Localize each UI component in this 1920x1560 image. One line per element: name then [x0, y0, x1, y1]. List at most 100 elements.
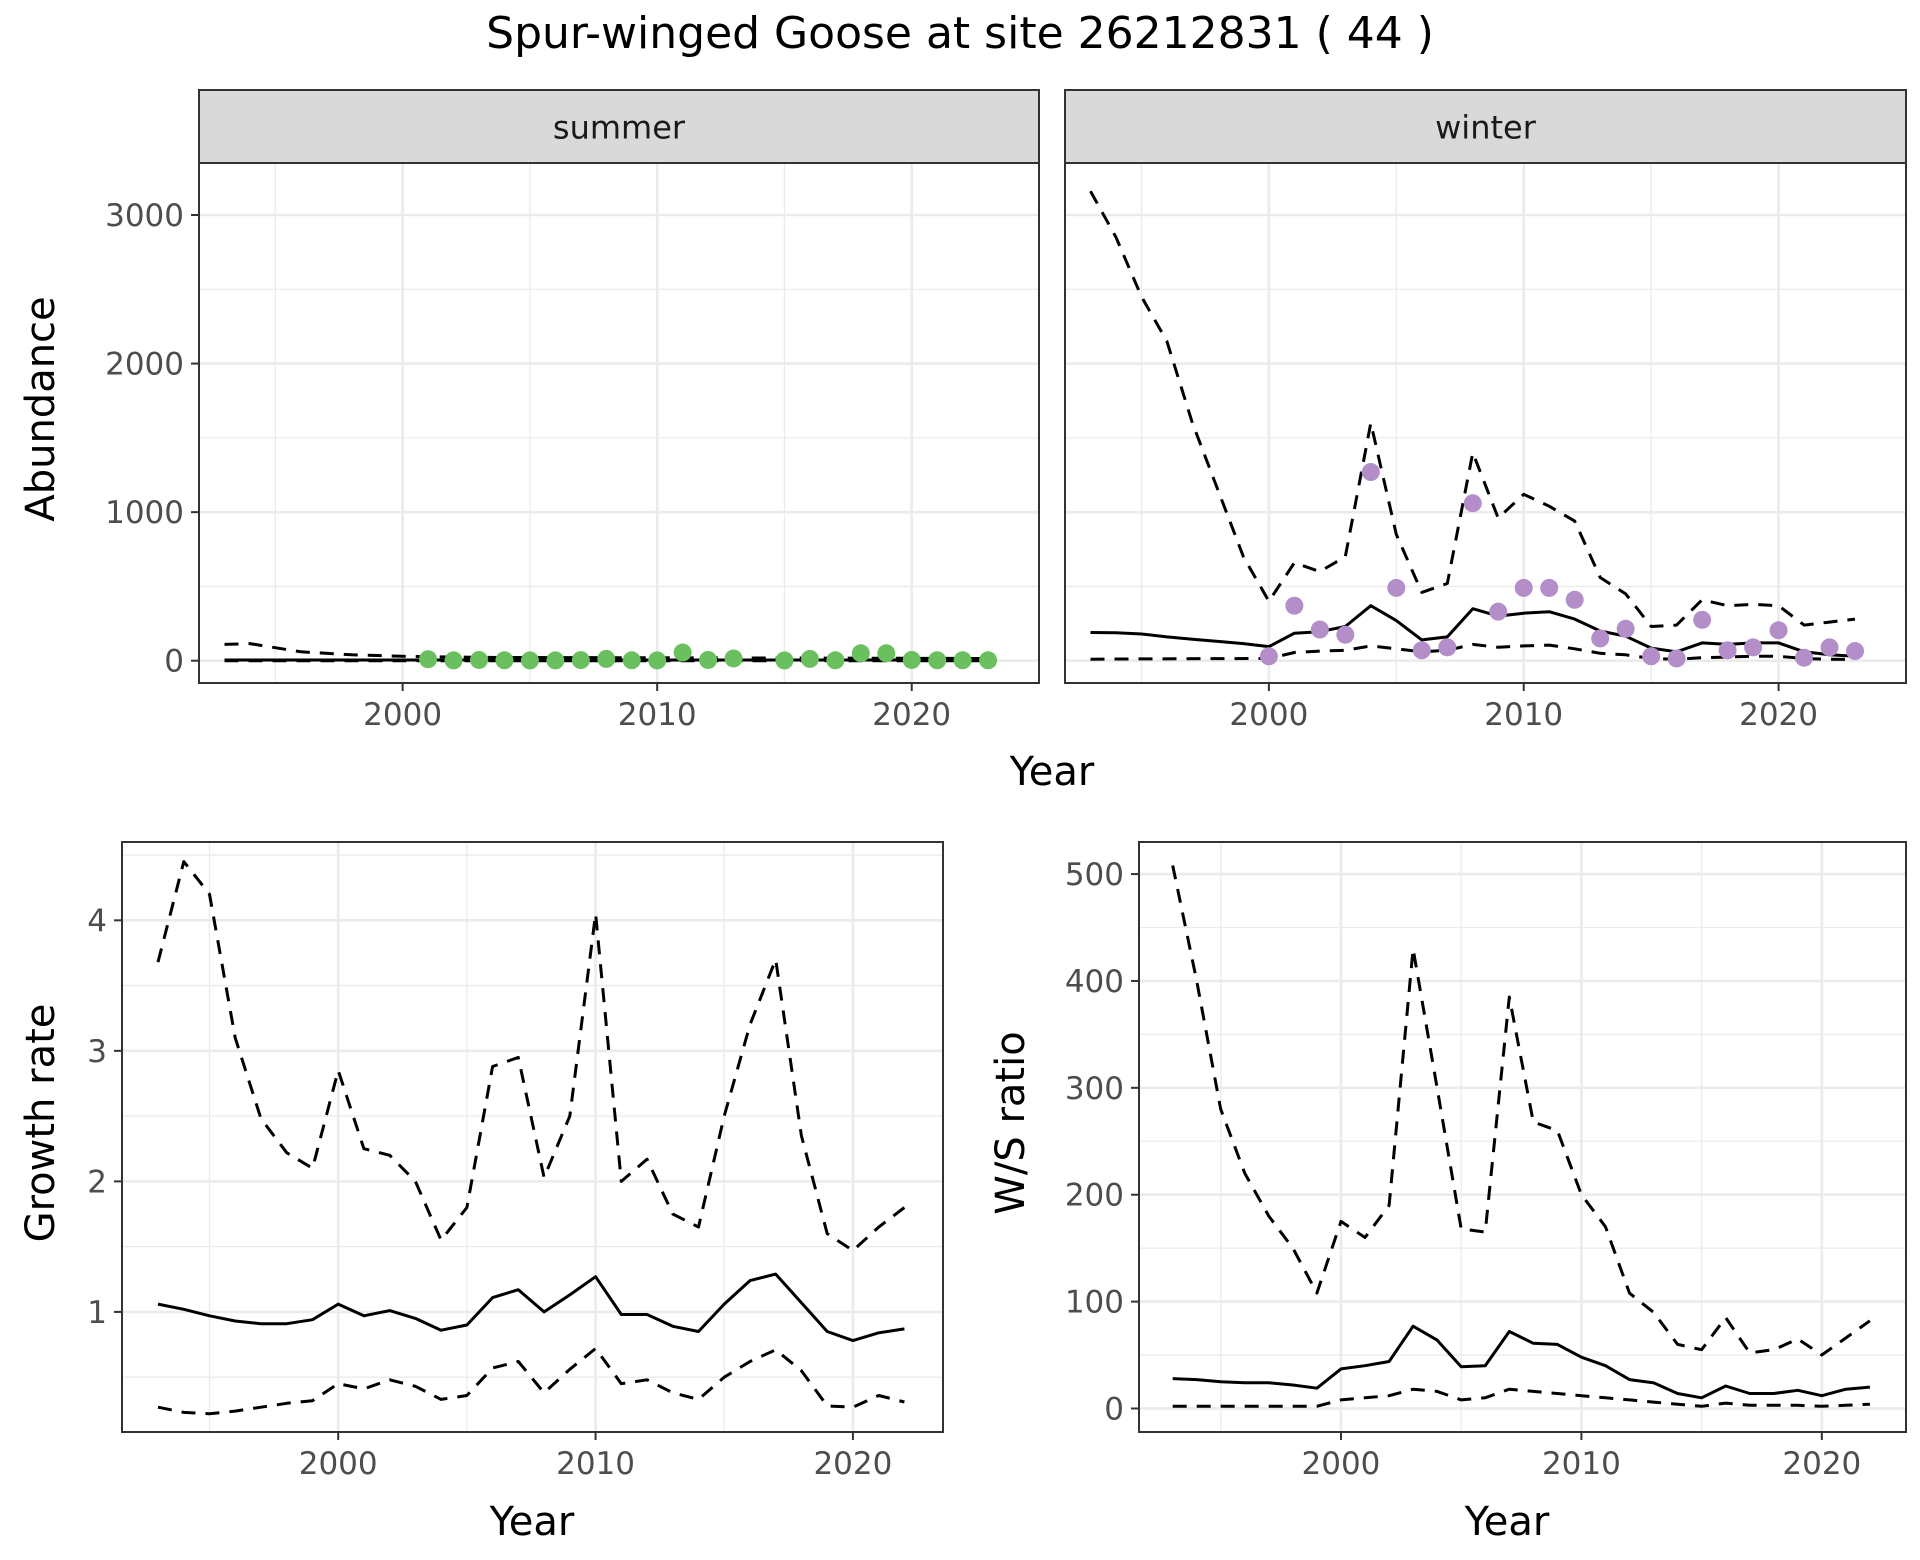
x-tick-label: 2010 — [556, 1446, 635, 1482]
y-tick-label: 4 — [87, 903, 107, 939]
data-point — [800, 649, 819, 668]
data-point — [851, 644, 870, 663]
y-tick-label: 500 — [1065, 857, 1124, 893]
data-point — [1310, 620, 1329, 639]
series-upper-line — [1171, 865, 1871, 1357]
series-upper-line — [156, 860, 906, 1253]
data-point — [1336, 625, 1355, 644]
x-tick-label: 2020 — [872, 697, 951, 733]
data-point — [979, 651, 998, 670]
x-tick-label: 2020 — [813, 1446, 892, 1482]
data-point — [1489, 602, 1508, 621]
x-tick-label: 2020 — [1739, 697, 1818, 733]
y-tick-label: 300 — [1065, 1071, 1124, 1107]
x-axis-title: Year — [489, 1499, 575, 1545]
facet-x-axis-title: Year — [1009, 749, 1095, 795]
panel-growth: 2000 2010 2020 1 2 3 4 Year Growth rate — [18, 841, 944, 1545]
data-point — [1718, 641, 1737, 660]
data-point — [648, 651, 667, 670]
data-point — [1259, 647, 1278, 666]
data-point — [1565, 590, 1584, 609]
panel-ratio: 2000 2010 2020 0 100 200 300 400 500 Year W/S rati… — [988, 841, 1907, 1545]
series-upper-line — [224, 642, 989, 660]
data-point — [419, 650, 438, 669]
data-point — [1795, 648, 1814, 667]
y-tick-label: 3000 — [105, 198, 184, 234]
data-point — [699, 650, 718, 669]
data-point — [1412, 641, 1431, 660]
figure-title: Spur-winged Goose at site 26212831 ( 44 … — [486, 8, 1434, 59]
x-tick-label: 2000 — [1302, 1446, 1381, 1482]
data-point — [1769, 621, 1788, 640]
x-tick-label: 2020 — [1782, 1446, 1861, 1482]
x-axis-title: Year — [1464, 1499, 1550, 1545]
data-point — [724, 649, 743, 668]
data-point — [520, 651, 539, 670]
data-point — [1463, 494, 1482, 513]
x-tick-label: 2000 — [363, 697, 442, 733]
data-point — [673, 643, 692, 662]
data-point — [1514, 578, 1533, 597]
data-point — [1744, 638, 1763, 657]
data-point — [470, 650, 488, 669]
x-tick-label: 2000 — [1229, 697, 1308, 733]
facet-strip-label: winter — [1435, 109, 1537, 147]
x-tick-label: 2010 — [1484, 697, 1563, 733]
data-point — [928, 651, 947, 670]
y-axis-title: Abundance — [18, 296, 64, 521]
data-point — [1540, 578, 1559, 597]
data-point — [444, 651, 463, 670]
data-point — [1616, 619, 1635, 638]
data-point — [1693, 610, 1712, 629]
panel-border — [121, 841, 944, 1433]
y-axis-title: W/S ratio — [988, 1031, 1034, 1214]
data-point — [1387, 578, 1406, 597]
series-estimate-line — [1090, 604, 1856, 658]
series-estimate-line — [1172, 1324, 1871, 1400]
y-tick-label: 0 — [164, 644, 184, 680]
data-point — [775, 651, 794, 670]
series-lower-line — [1090, 642, 1856, 661]
data-point — [495, 651, 514, 670]
panel-border — [1138, 841, 1907, 1433]
panel-winter: winter 2000 2010 2020 — [1064, 89, 1907, 733]
x-tick-label: 2010 — [1542, 1446, 1621, 1482]
facet-strip-label: summer — [553, 109, 686, 147]
data-point — [622, 651, 641, 670]
data-point — [1285, 596, 1304, 615]
data-point — [826, 651, 845, 670]
data-point — [877, 644, 896, 663]
y-tick-label: 2 — [87, 1164, 107, 1200]
panel-summer: summer 2000 2010 2020 0 1000 2000 3000 Abundance — [18, 89, 1040, 733]
y-axis-title: Growth rate — [18, 1004, 64, 1243]
y-tick-label: 100 — [1065, 1285, 1124, 1321]
x-tick-label: 2010 — [618, 697, 697, 733]
y-tick-label: 400 — [1065, 964, 1124, 1000]
data-point — [571, 651, 590, 670]
data-point — [1438, 638, 1457, 657]
y-tick-label: 200 — [1065, 1178, 1124, 1214]
y-tick-label: 3 — [87, 1034, 107, 1070]
data-point — [953, 651, 972, 670]
y-tick-label: 0 — [1104, 1391, 1124, 1427]
data-point — [1820, 638, 1839, 657]
data-point — [597, 649, 616, 668]
facet-strip — [198, 89, 1040, 164]
series-upper-line — [1089, 190, 1856, 628]
data-point — [1667, 649, 1686, 668]
series-estimate-line — [157, 1272, 905, 1343]
data-point — [902, 650, 921, 669]
x-tick-label: 2000 — [299, 1446, 378, 1482]
data-point — [1642, 647, 1661, 666]
data-point — [1846, 642, 1865, 661]
y-tick-label: 2000 — [105, 347, 184, 383]
series-lower-line — [1172, 1387, 1870, 1408]
y-tick-label: 1000 — [105, 495, 184, 531]
facet-strip — [1064, 89, 1907, 164]
y-tick-label: 1 — [87, 1295, 107, 1331]
data-point — [1361, 463, 1380, 482]
data-point — [1591, 629, 1610, 648]
data-point — [546, 651, 565, 670]
